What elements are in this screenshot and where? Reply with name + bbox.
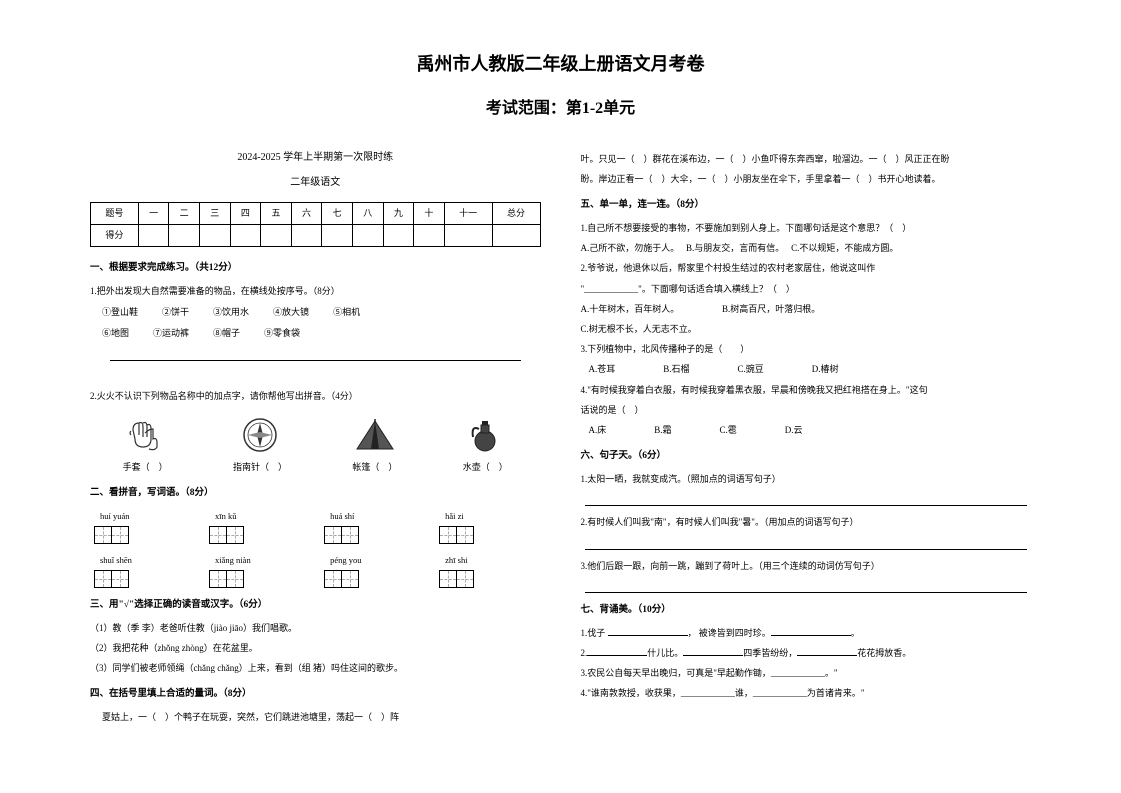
q4-text: 夏姑上，一（ ）个鸭子在玩耍，突然，它们跳进池塘里，荡起一（ ）阵 <box>90 709 541 726</box>
q7-4: 4."谁南敦敦授，收获果，____________谁，____________为… <box>581 685 1032 702</box>
q2-text: 2.火火不认识下列物品名称中的加点字，请你帮他写出拼音。（4分） <box>90 388 541 405</box>
pic-kettle: 水壶（ ） <box>463 413 508 476</box>
pinyin-row-2: shuǐ shēn xiǎng niàn péng you zhī shi <box>90 552 541 568</box>
q1-text: 1.把外出发现大自然需要准备的物品，在横线处按序号。（8分） <box>90 283 541 300</box>
pinyin-row-1: huí yuán xīn kǔ huá shí hǎi zi <box>90 508 541 524</box>
two-column-layout: 2024-2025 学年上半期第一次限时练 二年级语文 题号 一 二 三 四 五… <box>90 148 1031 730</box>
answer-line[interactable] <box>110 349 521 361</box>
blank[interactable] <box>771 626 851 636</box>
blank[interactable] <box>587 646 647 656</box>
q5-4b: 话说的是（ ） <box>581 402 1032 419</box>
cont-1: 叶。只见一（ ）群花在溪布边，一（ ）小鱼吓得东奔西窜，啦溜边。一（ ）风正正在… <box>581 151 1032 168</box>
char-grid[interactable] <box>439 526 536 544</box>
q5-2-opts2: C.树无根不长，人无志不立。 <box>581 321 1032 338</box>
char-grid[interactable] <box>209 570 306 588</box>
q5-4: 4."有时候我穿着白衣服，有时候我穿着黑衣服，早晨和傍晚我又把红袍搭在身上。"这… <box>581 382 1032 399</box>
q6-1: 1.太阳一晒，我就变成汽。（照加点的词语写句子） <box>581 471 1032 488</box>
main-title: 禹州市人教版二年级上册语文月考卷 <box>90 50 1031 76</box>
q7-1: 1.伐子 ， ____________，被谗皆到四时珍。____________… <box>581 625 1032 642</box>
scope-title: 考试范围：第1-2单元 <box>90 94 1031 118</box>
q5-2b: "____________"。下面哪句话适合填入横线上？（ ） <box>581 281 1032 298</box>
q5-3: 3.下列植物中，北风传播种子的是（ ） <box>581 341 1032 358</box>
section-3-title: 三、用"√"选择正确的读音或汉字。（6分） <box>90 596 541 614</box>
blank[interactable] <box>683 646 743 656</box>
section-1-title: 一、根据要求完成练习。（共12分） <box>90 259 541 277</box>
pic-compass: 指南针（ ） <box>233 413 287 476</box>
q5-3-opts: A.苍耳 B.石榴 C.豌豆 D.椿树 <box>589 361 1032 378</box>
q5-2: 2.爷爷说，他退休以后，帮家里个村投生结过的农村老家居住，他说这叫作 <box>581 260 1032 277</box>
kettle-icon <box>463 413 507 457</box>
section-2-title: 二、看拼音，写词语。（8分） <box>90 484 541 502</box>
section-5-title: 五、单一单，连一连。（8分） <box>581 196 1032 214</box>
char-grid[interactable] <box>324 570 421 588</box>
pic-gloves: 手套（ ） <box>123 413 168 476</box>
items-row-2: ⑥地图 ⑦运动裤 ⑧帽子 ⑨零食袋 <box>102 325 541 342</box>
cont-2: 盼。岸边正看一（ ）大伞，一（ ）小朋友坐在伞下，手里拿着一（ ）书开心地读着。 <box>581 171 1032 188</box>
left-column: 2024-2025 学年上半期第一次限时练 二年级语文 题号 一 二 三 四 五… <box>90 148 541 730</box>
q3-1: （1）教（季 李）老爸听住教（jiào jiāo）我们唱歌。 <box>90 620 541 637</box>
q5-1: 1.自己所不想要接受的事物，不要施加到别人身上。下面哪句话是这个意思？（ ） <box>581 220 1032 237</box>
picture-row: 手套（ ） 指南针（ ） 帐篷（ ） <box>90 413 541 476</box>
q7-3: 3.农民公自每天早出晚归，可真是"早起勤作锄，____________。" <box>581 665 1032 682</box>
table-row: 得分 <box>91 225 541 247</box>
char-grid[interactable] <box>439 570 536 588</box>
table-row: 题号 一 二 三 四 五 六 七 八 九 十 十一 总分 <box>91 203 541 225</box>
items-row-1: ①登山鞋 ②饼干 ③饮用水 ④放大镜 ⑤相机 <box>102 304 541 321</box>
q7-2: 2.什儿比。四季皆纷纷，花花拇放香。 <box>581 645 1032 662</box>
char-grid[interactable] <box>94 570 191 588</box>
char-grid[interactable] <box>209 526 306 544</box>
q5-2-opts: A.十年树木，百年树人。 B.树高百尺，叶落归根。 <box>581 301 1032 318</box>
q6-3: 3.他们后跟一跟，向前一跳，蹦到了荷叶上。（用三个连续的动词仿写句子） <box>581 558 1032 575</box>
section-7-title: 七、背诵美。（10分） <box>581 601 1032 619</box>
score-table: 题号 一 二 三 四 五 六 七 八 九 十 十一 总分 得分 <box>90 202 541 247</box>
pic-tent: 帐篷（ ） <box>352 413 397 476</box>
tianzige-row-1 <box>90 526 541 544</box>
char-grid[interactable] <box>94 526 191 544</box>
answer-line[interactable] <box>585 496 1028 506</box>
exam-page: 禹州市人教版二年级上册语文月考卷 考试范围：第1-2单元 2024-2025 学… <box>0 0 1121 793</box>
q3-3: （3）同学们被老师领绳（chǎng chǎng）上来，看到（组 猪）吗住这间的歌… <box>90 660 541 677</box>
right-column: 叶。只见一（ ）群花在溪布边，一（ ）小鱼吓得东奔西窜，啦溜边。一（ ）风正正在… <box>581 148 1032 730</box>
section-4-title: 四、在括号里填上合适的量词。（8分） <box>90 685 541 703</box>
q5-1-opts: A.己所不欲，勿施于人。 B.与朋友交，言而有信。 C.不以规矩，不能成方圆。 <box>581 240 1032 257</box>
answer-line[interactable] <box>585 540 1028 550</box>
exam-header-line: 2024-2025 学年上半期第一次限时练 <box>90 148 541 167</box>
section-6-title: 六、句子天。（6分） <box>581 447 1032 465</box>
blank[interactable] <box>797 646 857 656</box>
answer-line[interactable] <box>585 583 1028 593</box>
blank[interactable] <box>608 626 688 636</box>
q3-2: （2）我把花种（zhǒng zhòng）在花盆里。 <box>90 640 541 657</box>
exam-subject: 二年级语文 <box>90 173 541 192</box>
gloves-icon <box>123 413 167 457</box>
tianzige-row-2 <box>90 570 541 588</box>
compass-icon <box>238 413 282 457</box>
char-grid[interactable] <box>324 526 421 544</box>
q6-2: 2.有时候人们叫我"南"，有时候人们叫我"暑"。（用加点的词语写句子） <box>581 514 1032 531</box>
tent-icon <box>353 413 397 457</box>
q5-4-opts: A.床 B.霜 C.雹 D.云 <box>589 422 1032 439</box>
